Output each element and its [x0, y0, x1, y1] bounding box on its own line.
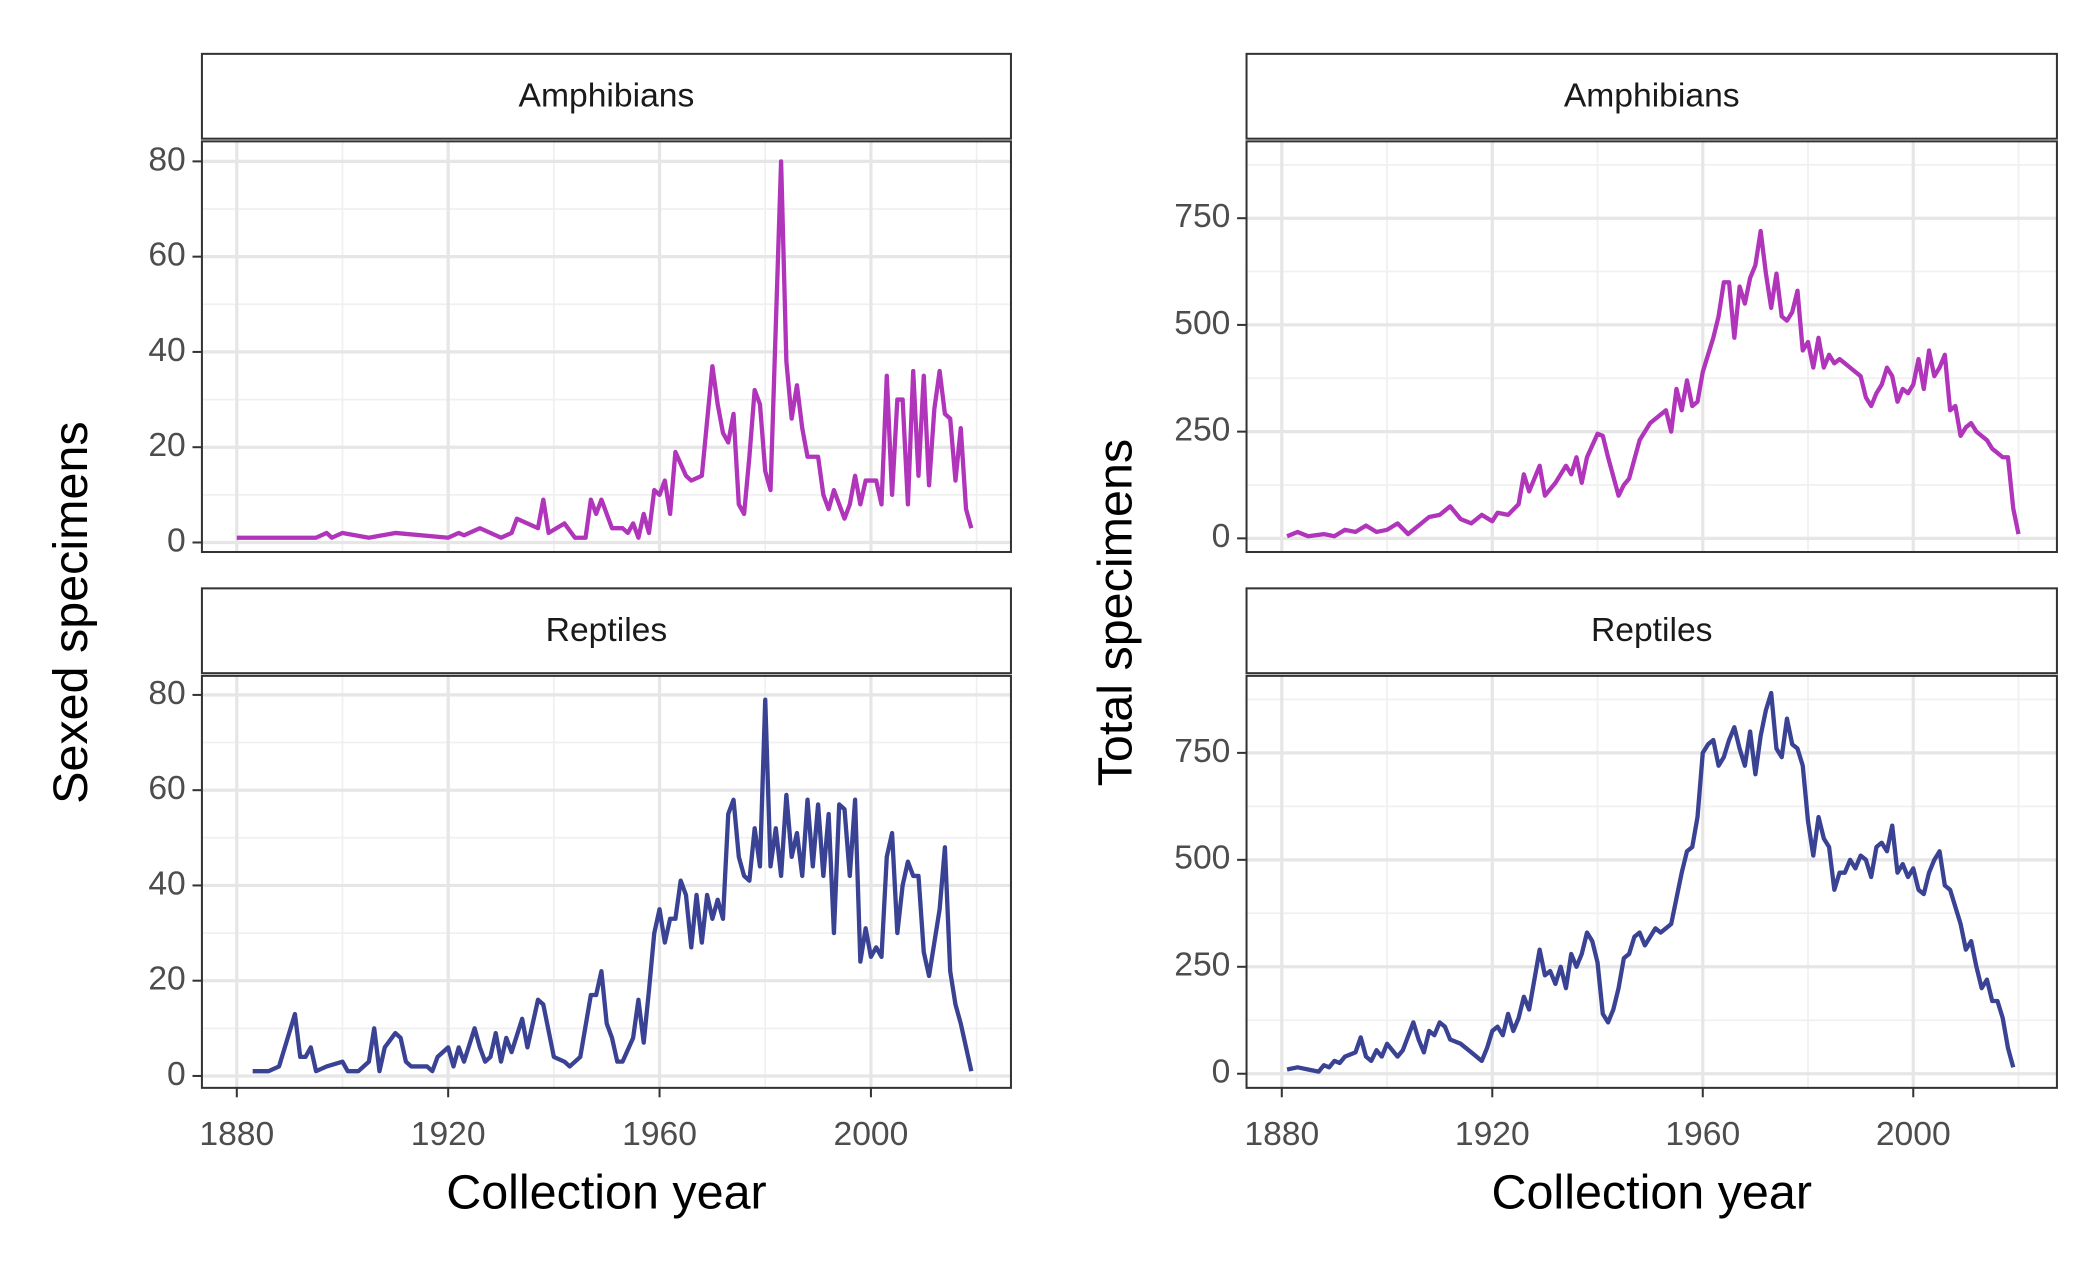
- facet-strip: [1245, 587, 2058, 675]
- data-line: [1286, 228, 2021, 539]
- x-tick-label: 1920: [411, 1116, 486, 1153]
- x-tick-label: 1880: [199, 1116, 274, 1153]
- panel-background: [1246, 141, 2057, 553]
- x-axis-title: Collection year: [1492, 1165, 1812, 1219]
- y-tick-label: 250: [1174, 412, 1230, 449]
- facet-strip: [200, 587, 1012, 675]
- x-tick-label: 1920: [1455, 1116, 1530, 1153]
- panel-border: [200, 674, 1012, 1089]
- data-line: [252, 697, 974, 1074]
- panel-border: [200, 140, 1012, 554]
- data-line: [1286, 690, 2016, 1074]
- y-tick-label: 750: [1174, 198, 1230, 235]
- y-tick-label: 500: [1174, 305, 1230, 342]
- facet-label: Amphibians: [1564, 77, 1740, 114]
- x-tick-label: 1960: [622, 1116, 697, 1153]
- y-tick-label: 0: [167, 1056, 186, 1093]
- panel-border: [1245, 140, 2058, 554]
- x-axis-title: Collection year: [446, 1165, 766, 1219]
- data-line: [236, 159, 974, 540]
- x-tick-label: 2000: [834, 1116, 909, 1153]
- y-axis-title: Sexed specimens: [44, 421, 98, 803]
- y-tick-label: 0: [1212, 1054, 1231, 1091]
- y-tick-label: 20: [148, 961, 185, 998]
- panel-background: [201, 141, 1011, 553]
- x-tick-label: 1880: [1244, 1116, 1319, 1153]
- y-tick-label: 80: [148, 675, 185, 712]
- y-tick-label: 20: [148, 427, 185, 464]
- facet-strip: [200, 52, 1012, 140]
- facet-label: Reptiles: [1591, 612, 1713, 649]
- y-tick-label: 0: [167, 522, 186, 559]
- x-tick-label: 2000: [1876, 1116, 1951, 1153]
- y-tick-label: 60: [148, 237, 185, 274]
- y-tick-label: 80: [148, 141, 185, 178]
- y-tick-label: 500: [1174, 840, 1230, 877]
- facet-label: Reptiles: [546, 612, 668, 649]
- y-tick-label: 40: [148, 332, 185, 369]
- x-tick-label: 1960: [1665, 1116, 1740, 1153]
- y-tick-label: 0: [1212, 518, 1231, 555]
- facet-strip: [1245, 52, 2058, 140]
- facet-label: Amphibians: [519, 77, 695, 114]
- y-tick-label: 250: [1174, 947, 1230, 984]
- panel-border: [1245, 674, 2058, 1089]
- y-tick-label: 750: [1174, 733, 1230, 770]
- y-axis-title: Total specimens: [1088, 439, 1142, 786]
- y-tick-label: 60: [148, 770, 185, 807]
- panel-background: [1246, 675, 2057, 1088]
- y-tick-label: 40: [148, 865, 185, 902]
